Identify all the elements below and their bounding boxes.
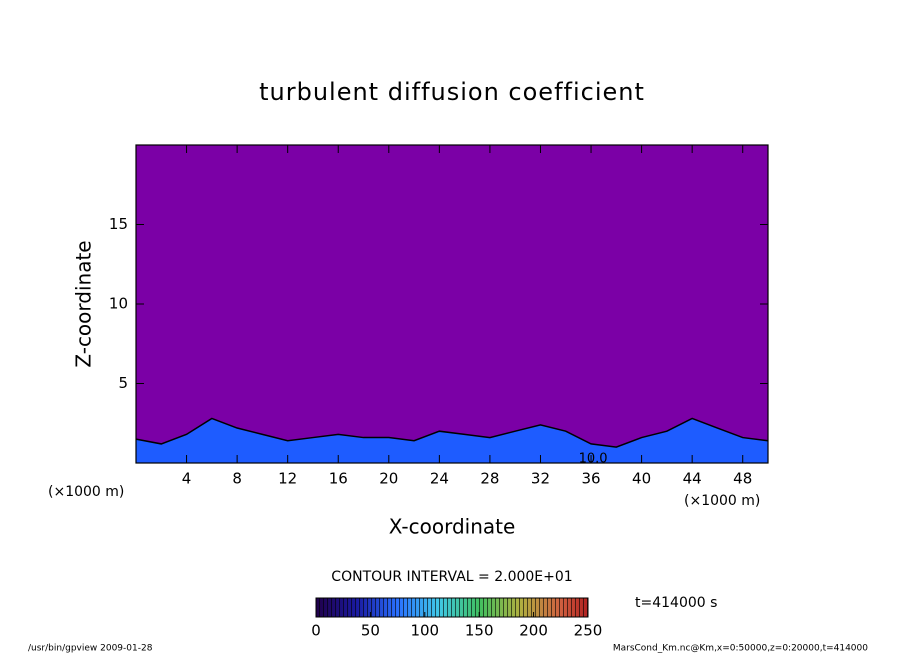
contour-line: [135, 417, 769, 448]
chart-title: turbulent diffusion coefficient: [259, 78, 645, 106]
footer-right: MarsCond_Km.nc@Km,x=0:50000,z=0:20000,t=…: [613, 644, 868, 654]
x-tick-label: 48: [733, 470, 752, 488]
x-tick-label: 44: [683, 470, 702, 488]
x-tick-label: 40: [632, 470, 651, 488]
y-tick-label: 5: [118, 374, 128, 392]
y-tick-label: 15: [109, 215, 128, 233]
x-tick-label: 24: [430, 470, 449, 488]
x-tick-label: 16: [329, 470, 348, 488]
turbulent-layer: [136, 418, 768, 463]
time-label: t=414000 s: [635, 595, 717, 611]
footer-left: /usr/bin/gpview 2009-01-28: [28, 644, 153, 654]
colorbar-stripes: [316, 598, 588, 617]
colorbar-tick-label: 50: [361, 622, 380, 640]
colorbar-tick-label: 0: [311, 622, 321, 640]
colorbar-frame: [315, 597, 589, 618]
x-tick-label: 12: [278, 470, 297, 488]
y-tick-label: 10: [109, 295, 128, 313]
colorbar-tick-label: 100: [410, 622, 439, 640]
x-tick-label: 4: [182, 470, 192, 488]
field-background: [136, 145, 768, 463]
x-unit: (×1000 m): [684, 493, 760, 509]
colorbar: [315, 597, 589, 618]
x-tick-label: 32: [531, 470, 550, 488]
colorbar-tick-label: 250: [574, 622, 603, 640]
y-axis-label: Z-coordinate: [72, 240, 96, 367]
contour-interval: CONTOUR INTERVAL = 2.000E+01: [331, 569, 572, 585]
contour-label: 10.0: [579, 452, 608, 467]
y-unit: (×1000 m): [48, 484, 124, 500]
x-tick-label: 8: [232, 470, 242, 488]
x-tick-label: 36: [581, 470, 600, 488]
colorbar-tick-label: 150: [465, 622, 494, 640]
colorbar-tick-label: 200: [519, 622, 548, 640]
x-tick-label: 20: [379, 470, 398, 488]
x-axis-label: X-coordinate: [389, 515, 516, 539]
x-tick-label: 28: [480, 470, 499, 488]
